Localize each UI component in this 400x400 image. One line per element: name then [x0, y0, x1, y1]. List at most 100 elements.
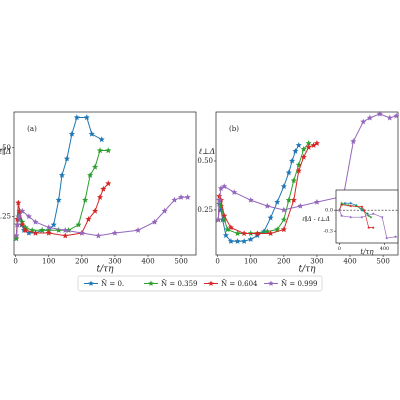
point	[376, 110, 383, 117]
point	[360, 207, 364, 211]
legend-box	[77, 275, 323, 292]
point	[15, 213, 23, 220]
point	[221, 212, 228, 219]
y-axis-label: ℓ⊥Δ	[199, 147, 216, 156]
point	[360, 215, 364, 219]
point	[231, 189, 238, 195]
point	[227, 238, 234, 244]
panel-label: (a)	[27, 125, 37, 133]
point	[254, 230, 261, 237]
y-tick-label: -0.3	[323, 229, 333, 235]
point	[234, 230, 241, 237]
point	[385, 236, 389, 240]
point	[254, 232, 261, 238]
plot-area	[13, 111, 197, 256]
point	[73, 114, 80, 121]
point	[247, 196, 254, 203]
point	[75, 221, 82, 228]
point	[85, 216, 92, 222]
point	[386, 114, 393, 121]
point	[360, 118, 367, 125]
point	[305, 140, 312, 146]
point	[178, 194, 185, 200]
legend-marker	[148, 280, 154, 286]
point	[82, 196, 89, 203]
point	[100, 185, 107, 192]
point	[32, 229, 39, 236]
legend-label: Ñ = 0.604	[221, 279, 258, 288]
point	[19, 207, 26, 214]
legend-marker	[88, 280, 94, 286]
point	[32, 218, 39, 225]
x-tick-label: 100	[42, 258, 55, 266]
point	[360, 205, 364, 209]
point	[63, 155, 70, 162]
point	[96, 194, 104, 200]
x-tick-label: 500	[376, 258, 389, 266]
point	[13, 232, 20, 239]
x-tick-label: 100	[244, 258, 257, 266]
y-axis-label: ℓ∥Δ - ℓ⊥Δ	[302, 216, 330, 223]
point	[367, 214, 371, 218]
point	[55, 196, 62, 203]
point	[13, 235, 20, 242]
point	[285, 169, 292, 176]
point	[285, 196, 292, 203]
point	[340, 203, 344, 206]
x-tick-label: 500	[174, 258, 187, 266]
point	[267, 214, 274, 221]
point	[217, 185, 225, 191]
x-axis-label: t/τη	[298, 265, 316, 275]
point	[83, 114, 90, 121]
panel: 0 400 0.0 -0.3 t/τη ℓ∥Δ - ℓ⊥Δ	[302, 189, 399, 256]
legend-label: Ñ = 0.	[101, 279, 124, 288]
point	[349, 201, 353, 205]
y-tick-label: 0.25	[197, 206, 213, 214]
point	[19, 221, 26, 228]
point	[290, 177, 297, 184]
panel-label: (b)	[229, 125, 239, 133]
point	[92, 207, 99, 214]
point	[241, 238, 248, 244]
point	[292, 147, 299, 154]
point	[105, 147, 112, 154]
series-line	[339, 210, 396, 239]
point	[289, 157, 296, 164]
point	[313, 140, 320, 146]
legend-marker	[268, 280, 274, 286]
y-tick-label: 0.50	[197, 157, 213, 165]
legend-label: Ñ = 0.359	[161, 279, 197, 288]
point	[15, 199, 22, 206]
x-tick-label: 300	[310, 258, 323, 266]
point	[280, 226, 287, 233]
y-tick-label: 0.25	[0, 213, 11, 221]
point	[350, 138, 357, 144]
x-tick-label: 300	[108, 258, 121, 266]
point	[215, 216, 222, 223]
point	[171, 196, 178, 203]
x-tick-label: 200	[75, 258, 88, 266]
point	[360, 208, 364, 212]
point	[393, 112, 400, 119]
point	[88, 130, 95, 137]
point	[78, 229, 85, 236]
point	[305, 144, 312, 150]
point	[58, 172, 66, 178]
point	[349, 204, 353, 208]
point	[25, 229, 32, 236]
point	[295, 167, 302, 174]
point	[280, 183, 287, 190]
point	[224, 226, 231, 233]
point	[39, 227, 46, 233]
point	[68, 130, 75, 137]
point	[14, 221, 21, 228]
x-tick-label: 200	[277, 258, 290, 266]
x-tick-label: 400	[380, 246, 390, 252]
point	[340, 214, 344, 218]
point	[380, 215, 384, 219]
point	[98, 136, 105, 143]
point	[227, 224, 234, 231]
point	[184, 194, 191, 200]
point	[394, 235, 398, 239]
